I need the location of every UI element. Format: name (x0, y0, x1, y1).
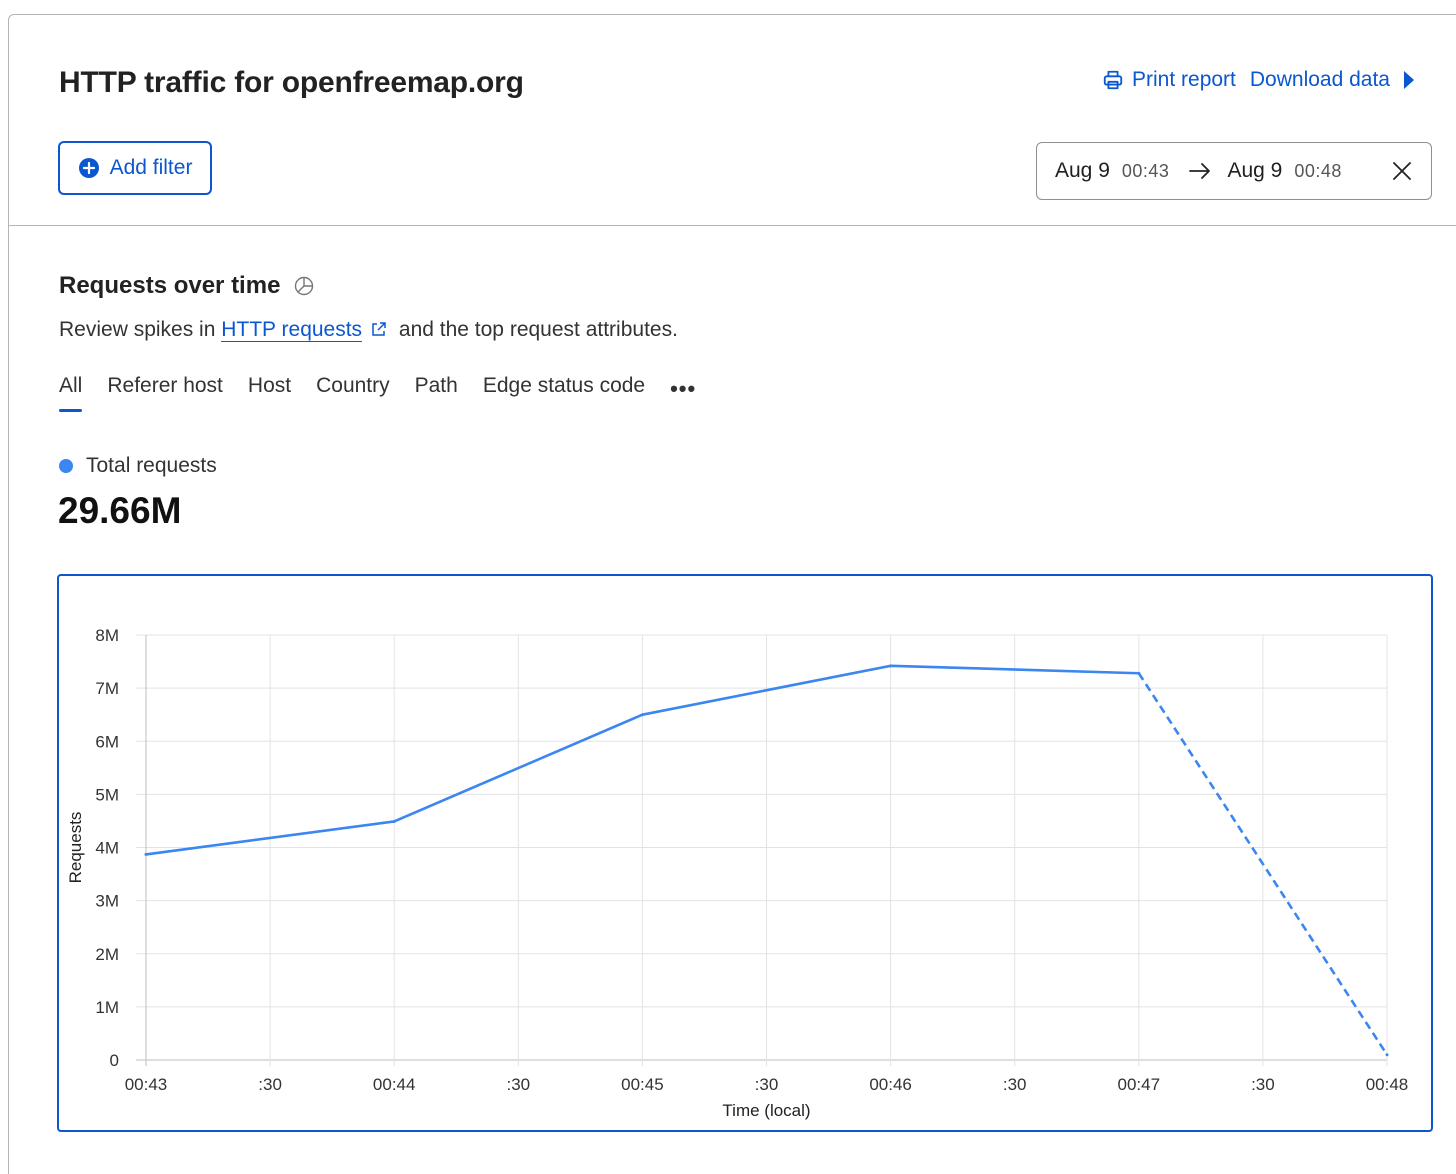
legend-dot (59, 459, 73, 473)
header-actions: Print report Download data (1102, 68, 1418, 92)
x-tick-label: :30 (1003, 1075, 1027, 1094)
report-panel (8, 14, 1456, 1174)
page-title: HTTP traffic for openfreemap.org (59, 66, 524, 99)
x-tick-label: 00:44 (373, 1075, 416, 1094)
desc-text-after: and the top request attributes. (393, 318, 678, 341)
http-requests-link[interactable]: HTTP requests (221, 318, 363, 342)
download-data-link[interactable]: Download data (1250, 68, 1418, 92)
x-axis-label: Time (local) (722, 1101, 810, 1120)
x-tick-label: 00:46 (869, 1075, 912, 1094)
attribute-tabs: All Referer host Host Country Path Edge … (59, 374, 696, 412)
x-tick-label: 00:45 (621, 1075, 664, 1094)
data-point (144, 852, 148, 856)
y-tick-label: 6M (95, 732, 119, 751)
add-filter-button[interactable]: Add filter (58, 141, 212, 195)
tab-edge-status-code[interactable]: Edge status code (482, 374, 646, 397)
header-divider (8, 225, 1456, 226)
tab-host[interactable]: Host (247, 374, 292, 397)
y-tick-label: 0 (110, 1051, 119, 1070)
date-range-picker[interactable]: Aug 9 00:43 Aug 9 00:48 (1036, 142, 1432, 200)
requests-chart[interactable]: 0 1M 2M 3M 4M 5M 6M 7M 8M 00:43 :30 00:44 :30 00:45 :3… (57, 574, 1433, 1132)
x-tick-label: :30 (755, 1075, 779, 1094)
y-tick-label: 3M (95, 892, 119, 911)
data-point (392, 819, 396, 823)
data-point (640, 713, 644, 717)
y-tick-label: 2M (95, 945, 119, 964)
download-data-label: Download data (1249, 68, 1390, 91)
y-tick-label: 1M (95, 998, 119, 1017)
print-report-link[interactable]: Print report (1102, 68, 1236, 92)
legend-label: Total requests (86, 454, 217, 477)
data-point (889, 664, 893, 668)
end-date: Aug 9 (1227, 159, 1283, 182)
x-tick-label: :30 (1251, 1075, 1275, 1094)
data-point (1385, 1053, 1389, 1057)
printer-icon (1103, 70, 1123, 90)
tab-all[interactable]: All (59, 374, 83, 412)
end-time: 00:48 (1294, 160, 1342, 181)
y-tick-label: 5M (95, 785, 119, 804)
data-point (1137, 671, 1141, 675)
x-tick-label: 00:43 (125, 1075, 168, 1094)
print-report-label: Print report (1132, 68, 1236, 91)
tab-path[interactable]: Path (414, 374, 458, 397)
plus-circle-icon (78, 158, 99, 178)
chart-svg: 0 1M 2M 3M 4M 5M 6M 7M 8M 00:43 :30 00:44 :30 00:45 :3… (66, 626, 1409, 1120)
tab-country[interactable]: Country (316, 374, 390, 397)
external-link-icon (372, 322, 386, 336)
start-time: 00:43 (1121, 160, 1170, 181)
more-tabs-button[interactable]: ••• (670, 376, 697, 401)
pie-chart-icon[interactable] (294, 276, 314, 296)
total-requests-value: 29.66M (58, 490, 182, 531)
close-icon[interactable] (1391, 160, 1413, 182)
desc-text-before: Review spikes in (59, 318, 222, 341)
start-date: Aug 9 (1055, 159, 1110, 182)
x-tick-label: :30 (506, 1075, 530, 1094)
x-tick-label: 00:47 (1118, 1075, 1161, 1094)
add-filter-label: Add filter (109, 156, 193, 179)
section-title: Requests over time (59, 272, 314, 300)
x-tick-label: 00:48 (1366, 1075, 1409, 1094)
series-line-partial (1137, 672, 1389, 1056)
section-description: Review spikes in HTTP requests and the t… (59, 318, 678, 342)
chart-legend: Total requests (59, 454, 217, 478)
section-title-text: Requests over time (59, 272, 281, 299)
tab-referer-host[interactable]: Referer host (107, 374, 223, 397)
x-tick-label: :30 (258, 1075, 282, 1094)
y-tick-label: 8M (95, 626, 119, 645)
y-tick-label: 7M (95, 679, 119, 698)
caret-right-icon (1404, 71, 1414, 89)
y-tick-label: 4M (95, 839, 119, 858)
y-axis-label: Requests (66, 812, 85, 884)
arrow-right-icon (1189, 162, 1211, 180)
